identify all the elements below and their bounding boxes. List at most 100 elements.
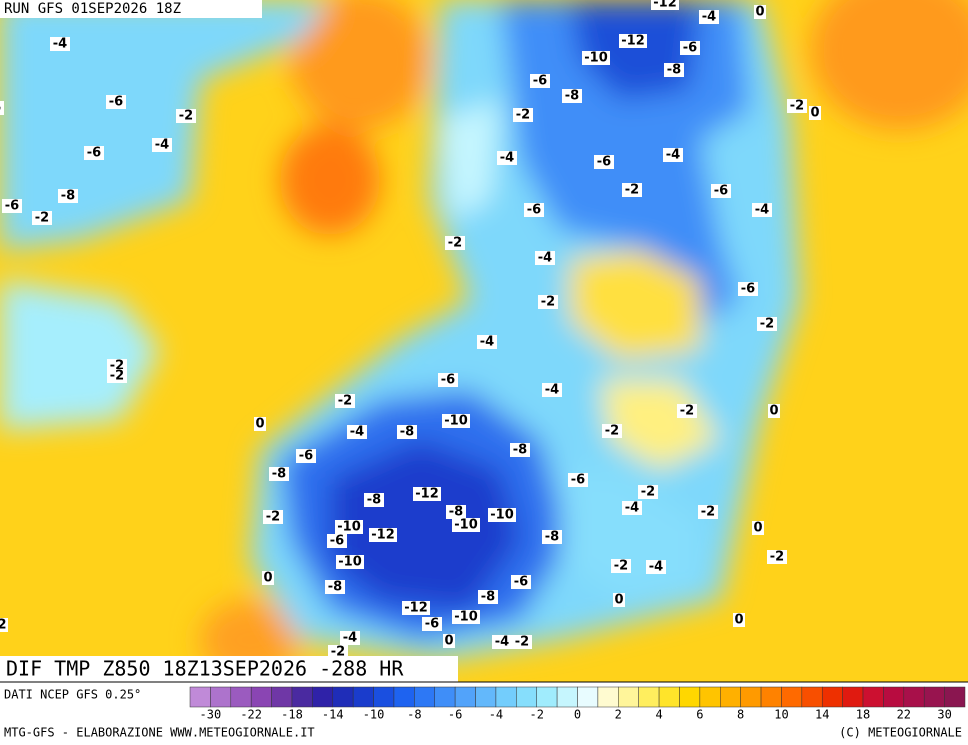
label-box [513, 108, 533, 122]
contour-label: -2 [614, 559, 628, 574]
label-box [680, 41, 700, 55]
colorbar-cell [883, 686, 905, 708]
colorbar-cell [271, 686, 293, 708]
contour-label: -2 [760, 317, 774, 332]
label-box [328, 645, 348, 659]
colorbar-cell [454, 686, 476, 708]
contour-label: -2 [516, 108, 530, 123]
contour-label: -6 [741, 282, 755, 297]
label-box [752, 203, 772, 217]
label-box [698, 505, 718, 519]
colorbar-tick-label: 6 [696, 708, 703, 722]
colorbar-cell [475, 686, 497, 708]
label-box [651, 0, 679, 10]
label-box [446, 505, 466, 519]
colorbar-tick-label: 22 [897, 708, 911, 722]
label-box [422, 617, 442, 631]
label-box [478, 590, 498, 604]
contour-label: -2 [790, 99, 804, 114]
colorbar-cell [842, 686, 864, 708]
title-box [0, 656, 458, 682]
label-box [602, 424, 622, 438]
label-box [646, 560, 666, 574]
map-title: DIF TMP Z850 18Z13SEP2026 -288 HR [6, 657, 404, 681]
label-box [2, 199, 22, 213]
contour-label: -6 [514, 575, 528, 590]
label-box [402, 601, 430, 615]
contour-label: 0 [263, 571, 272, 586]
colorbar-cell [923, 686, 945, 708]
label-box [542, 383, 562, 397]
label-box [754, 5, 766, 19]
label-box [768, 404, 780, 418]
colorbar-cell [821, 686, 843, 708]
colorbar-tick-label: -18 [281, 708, 303, 722]
contour-label: -6 [5, 199, 19, 214]
colorbar-cell [781, 686, 803, 708]
label-box [538, 295, 558, 309]
contour-label: 0 [734, 613, 743, 628]
colorbar-cell [720, 686, 741, 708]
contour-label: -8 [367, 493, 381, 508]
contour-label: -2 [770, 550, 784, 565]
colorbar-tick-label: -4 [489, 708, 503, 722]
colorbar-cell [312, 686, 334, 708]
contour-label: 0 [769, 404, 778, 419]
contour-label: -12 [653, 0, 677, 11]
label-box [296, 449, 316, 463]
contour-label: -10 [490, 508, 514, 523]
contour-label: -4 [500, 151, 514, 166]
label-box [663, 148, 683, 162]
contour-label: 0 [614, 593, 623, 608]
contour-label: -8 [481, 590, 495, 605]
label-box [535, 251, 555, 265]
contour-label: -4 [480, 335, 494, 350]
contour-label: -2 [541, 295, 555, 310]
colorbar-cell [944, 686, 966, 708]
colorbar-tick-label: -14 [322, 708, 344, 722]
contour-label: -6 [571, 473, 585, 488]
contour-label: -2 [625, 183, 639, 198]
label-box [58, 189, 78, 203]
contour-label: -6 [597, 155, 611, 170]
contour-label: -10 [444, 414, 468, 429]
label-box [445, 236, 465, 250]
contour-label: 0 [755, 5, 764, 20]
colorbar-cell [801, 686, 823, 708]
footer-right: (C) METEOGIORNALE [839, 726, 962, 740]
label-box [787, 99, 807, 113]
colorbar-tick-label: -8 [407, 708, 421, 722]
contour-label: -6 [441, 373, 455, 388]
label-box [452, 610, 480, 624]
label-box [510, 443, 530, 457]
contour-label: 0 [753, 521, 762, 536]
contour-label: -12 [404, 601, 428, 616]
label-box [443, 634, 455, 648]
label-box [562, 89, 582, 103]
label-box [347, 425, 367, 439]
label-box [530, 74, 550, 88]
colorbar-cell [903, 686, 925, 708]
colorbar-cell [373, 686, 395, 708]
label-box [442, 414, 470, 428]
contour-label: -4 [545, 383, 559, 398]
contour-label: -4 [350, 425, 364, 440]
contour-label: -4 [649, 560, 663, 575]
contour-label: -2 [179, 109, 193, 124]
label-box [327, 534, 347, 548]
colorbar-cell [862, 686, 884, 708]
label-box [757, 317, 777, 331]
label-box [262, 571, 274, 585]
contour-label: -4 [666, 148, 680, 163]
contour-label: -6 [109, 95, 123, 110]
label-box [611, 559, 631, 573]
colorbar-tick-label: -2 [529, 708, 543, 722]
label-box [752, 521, 764, 535]
label-box [664, 63, 684, 77]
contour-label: -2 [331, 645, 345, 660]
contour-label: -4 [702, 10, 716, 25]
label-box [492, 635, 512, 649]
contour-label: -10 [584, 51, 608, 66]
colorbar-cell [189, 686, 211, 708]
